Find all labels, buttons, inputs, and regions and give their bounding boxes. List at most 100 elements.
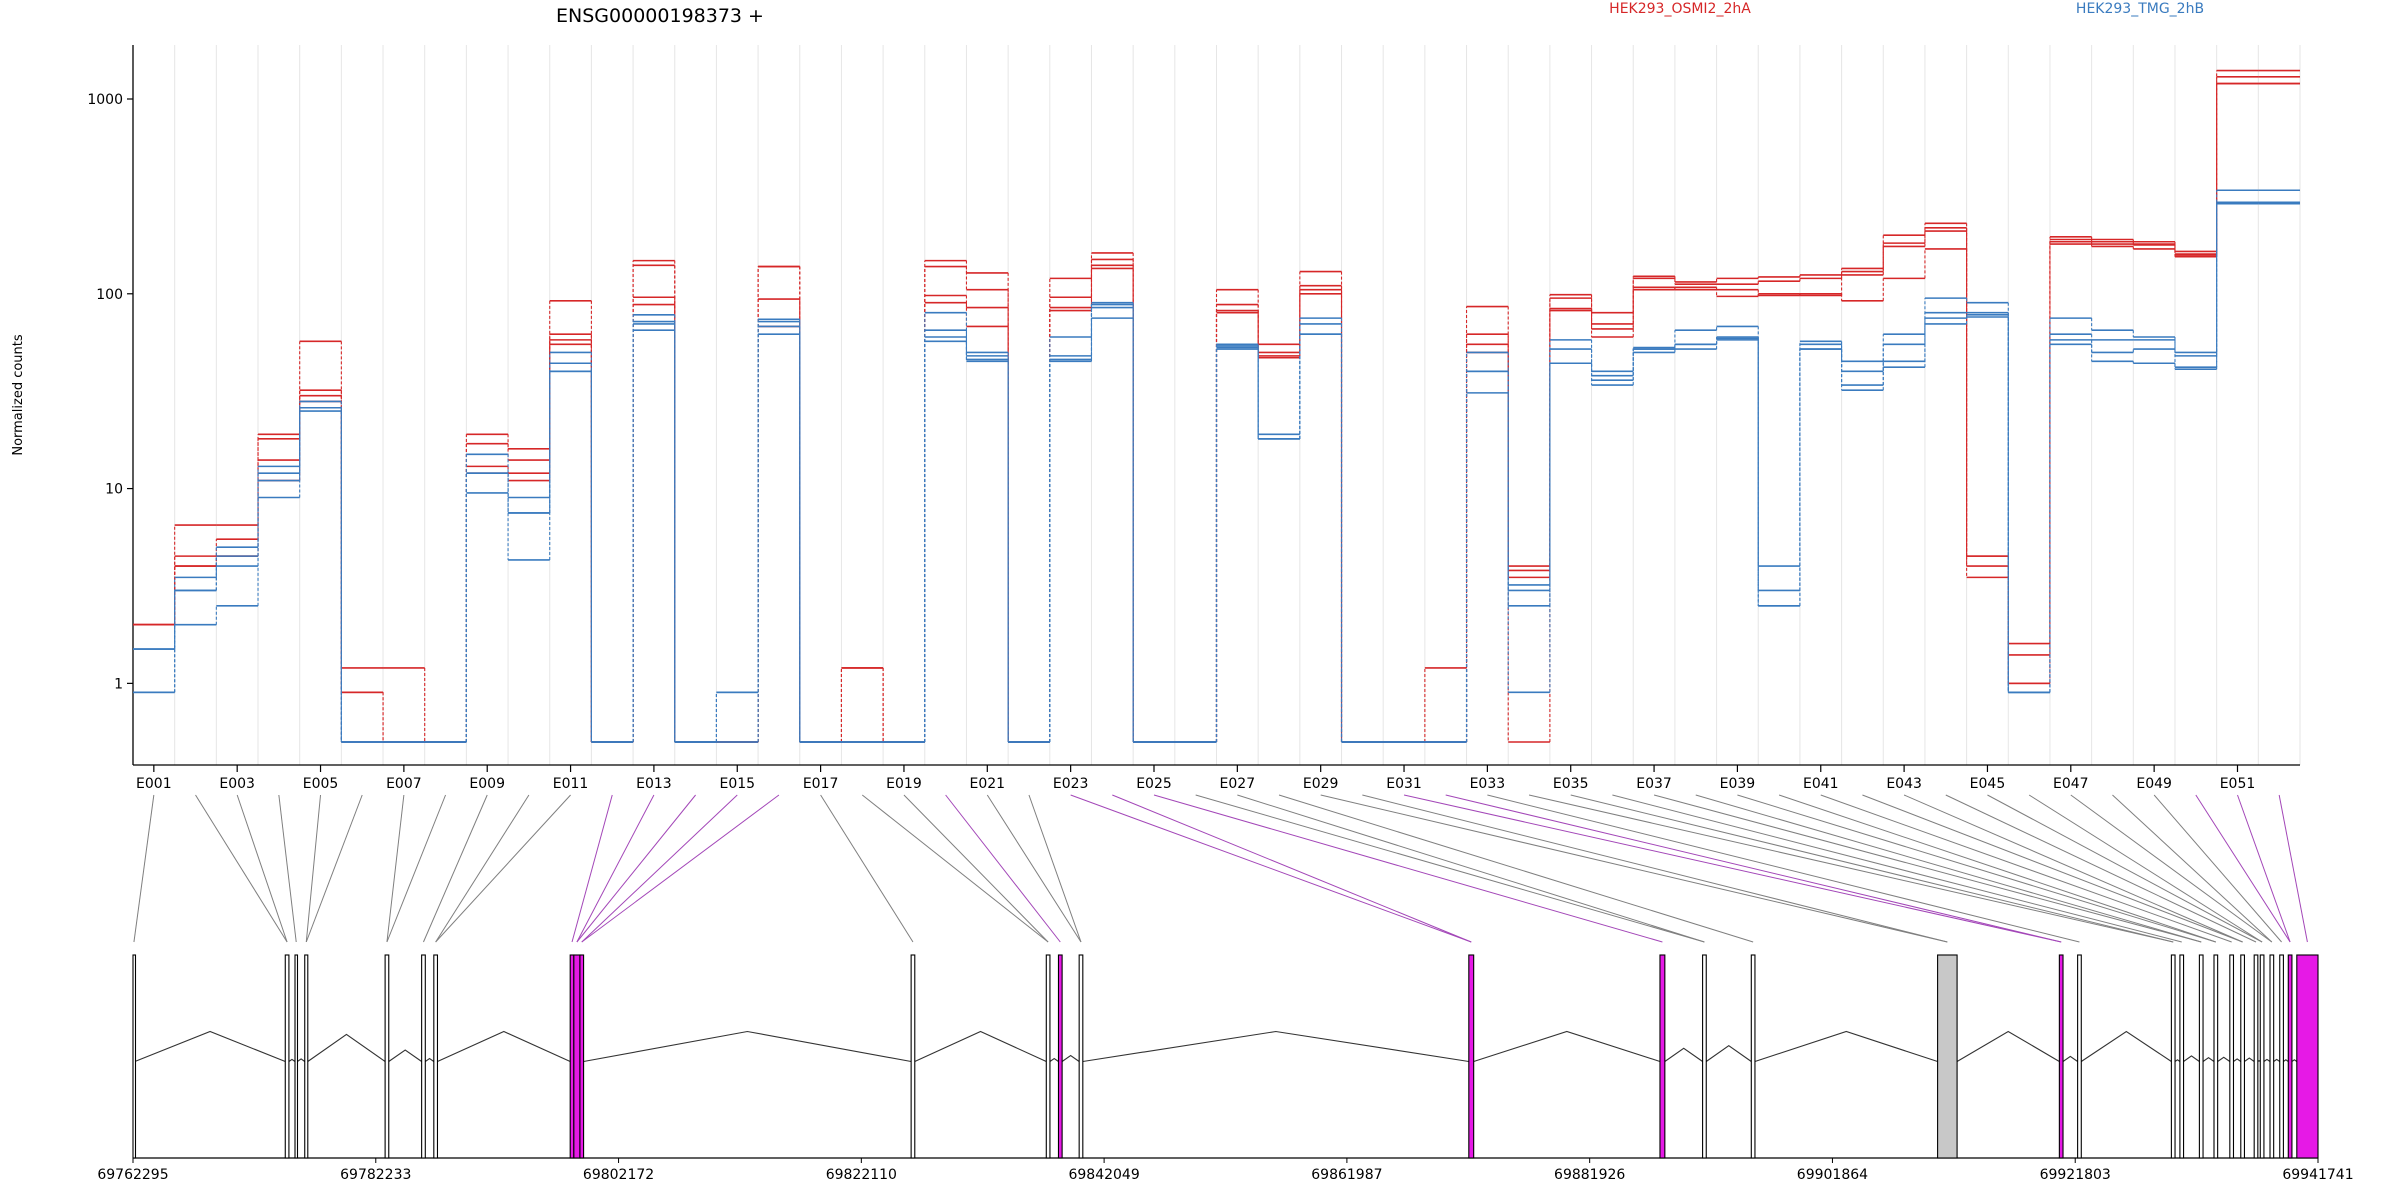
x-tick-label: E041 (1803, 776, 1839, 792)
exon-box (1045, 954, 1051, 1159)
intron-line (1664, 1047, 1703, 1062)
x-tick-label: E011 (553, 776, 589, 792)
exon-box (2269, 954, 2275, 1159)
exon-connector (305, 794, 322, 943)
x-tick-label: E025 (1136, 776, 1172, 792)
exon-box (2259, 954, 2265, 1159)
exon-box (2179, 954, 2185, 1159)
series-1-replicate-3 (133, 201, 2300, 743)
intron-line (583, 1030, 912, 1063)
exon-box (421, 954, 426, 1159)
x-tick-label: E043 (1886, 776, 1922, 792)
exon-box (1078, 954, 1084, 1159)
axes: 1 10 100 1000 E001 E003 E005 E007 E009 E011 E013 E0… (87, 45, 2300, 792)
exon-connector (278, 794, 297, 943)
exon-connector (1862, 794, 2243, 943)
exon-connector (1653, 794, 2202, 943)
exon-box (1702, 954, 1707, 1159)
exon-box (433, 954, 439, 1159)
exon-connector (133, 794, 155, 943)
intron-line (307, 1033, 386, 1062)
x-tick-label: E049 (2136, 776, 2172, 792)
x-tick-label: E015 (719, 776, 755, 792)
exon-connector (236, 794, 288, 943)
exon-connector (903, 794, 1049, 943)
coord-tick-label: 69901864 (1797, 1167, 1868, 1183)
coord-tick-label: 69762295 (97, 1167, 168, 1183)
exon-connector (945, 794, 1061, 943)
exon-connector (581, 794, 780, 943)
exon-connector (820, 794, 914, 943)
x-tick-label: E047 (2053, 776, 2089, 792)
intron-line (2217, 1056, 2231, 1062)
x-tick-label: E027 (1220, 776, 1256, 792)
intron-line (2263, 1058, 2271, 1062)
intron-line (2273, 1058, 2281, 1062)
intron-line (2291, 1059, 2298, 1062)
exon-connector (1570, 794, 2174, 943)
coord-tick-label: 69861987 (1311, 1167, 1382, 1183)
coord-tick-label: 69782233 (340, 1167, 411, 1183)
exon-box (1659, 954, 1666, 1159)
exon-connector (1237, 794, 1705, 943)
coord-tick-label: 69921803 (2040, 1167, 2111, 1183)
exon-connector (2028, 794, 2263, 943)
exon-box (304, 954, 309, 1159)
exon-connector (2195, 794, 2291, 943)
exon-connector (1320, 794, 1948, 943)
exon-connector (2278, 794, 2308, 943)
x-tick-label: E029 (1303, 776, 1339, 792)
y-tick-label: 10 (105, 482, 123, 498)
intron-line (1082, 1030, 1469, 1063)
exon-box (2229, 954, 2235, 1159)
exon-connector (581, 794, 738, 943)
exon-connector (1403, 794, 2062, 943)
exon-connector (571, 794, 613, 943)
exon-connector (1737, 794, 2216, 943)
intron-line (1705, 1045, 1752, 1062)
intron-line (288, 1058, 296, 1062)
exon-box (284, 954, 290, 1159)
exon-connector (435, 794, 571, 943)
x-tick-label: E045 (1970, 776, 2006, 792)
exon-connector (576, 794, 696, 943)
exon-box (2198, 954, 2204, 1159)
coord-tick-label: 69822110 (826, 1167, 897, 1183)
intron-line (1754, 1030, 1938, 1063)
intron-line (2283, 1059, 2289, 1062)
y-tick-label: 1 (114, 676, 123, 692)
x-tick-label: E017 (803, 776, 839, 792)
x-tick-label: E019 (886, 776, 922, 792)
exon-box (1468, 954, 1475, 1159)
exon-connector (1153, 794, 1663, 943)
exon-box (2296, 954, 2319, 1159)
exon-connector (1362, 794, 1948, 943)
exon-connector (1112, 794, 1472, 943)
exon-connector (1278, 794, 1754, 943)
exon-connector (1903, 794, 2243, 943)
series-lines (133, 69, 2300, 743)
coord-tick-label: 69802172 (583, 1167, 654, 1183)
exon-box (2077, 954, 2082, 1159)
exon-connector (986, 794, 1082, 943)
exon-connector (1445, 794, 2062, 943)
intron-line (1049, 1057, 1059, 1062)
chart-title: ENSG00000198373 + (556, 5, 764, 27)
legend-entry-osmi2: HEK293_OSMI2_2hA (1609, 1, 1751, 17)
x-tick-label: E051 (2220, 776, 2256, 792)
coord-tick-label: 69842049 (1068, 1167, 1139, 1183)
legend-entry-tmg: HEK293_TMG_2hB (2076, 1, 2204, 17)
intron-line (2062, 1055, 2078, 1062)
exon-connector (1070, 794, 1472, 943)
intron-line (297, 1058, 306, 1062)
intron-line (2183, 1055, 2200, 1062)
coord-tick-label: 69941741 (2282, 1167, 2353, 1183)
exon-connector (2070, 794, 2273, 943)
exon-connector (1195, 794, 1705, 943)
exon-connector (423, 794, 488, 943)
x-tick-label: E009 (469, 776, 505, 792)
exon-connector (435, 794, 530, 943)
exon-connector (1528, 794, 2174, 943)
exon-box (910, 954, 916, 1159)
